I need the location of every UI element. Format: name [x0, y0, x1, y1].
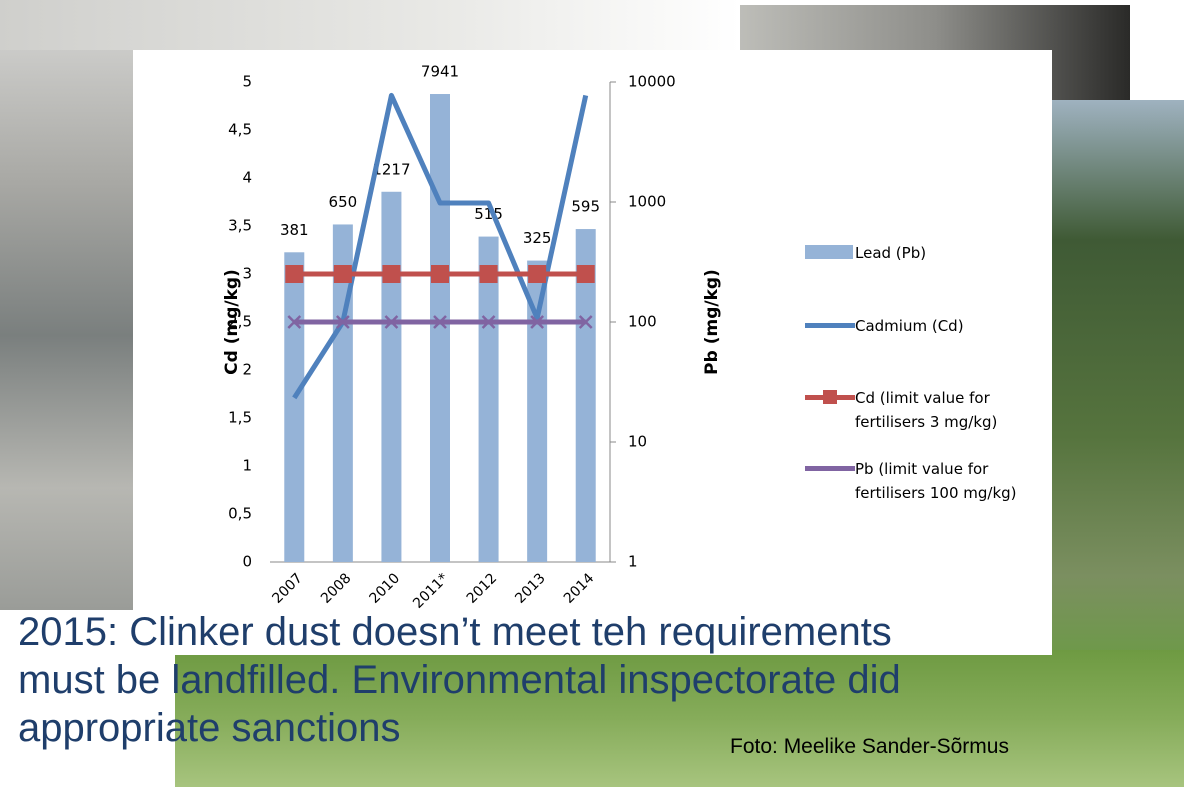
- x-tick-label: 2014: [561, 570, 598, 607]
- x-tick-label: 2008: [318, 570, 355, 607]
- y-tick-label: 0,5: [228, 505, 252, 523]
- y-tick-label: 0: [242, 553, 252, 571]
- y2-tick-label: 1: [628, 553, 638, 571]
- legend-label: Cadmium (Cd): [855, 314, 1025, 338]
- marker: [528, 265, 546, 283]
- bar-value-label: 650: [329, 193, 358, 211]
- legend-swatch: [805, 460, 855, 478]
- marker: [431, 265, 449, 283]
- legend-swatch: [805, 244, 855, 262]
- y-tick-label: 2: [242, 361, 252, 379]
- y2-tick-label: 100: [628, 313, 657, 331]
- slide: Cd (mg/kg) Pb (mg/kg) 00,511,522,533,544…: [0, 0, 1184, 787]
- legend-item: Cd (limit value for fertilisers 3 mg/kg): [805, 389, 1035, 434]
- y2-tick-label: 10: [628, 433, 647, 451]
- y2-tick-label: 10000: [628, 73, 676, 91]
- y-tick-label: 4,5: [228, 121, 252, 139]
- marker: [285, 265, 303, 283]
- legend-swatch: [805, 389, 855, 407]
- marker: [480, 265, 498, 283]
- y-tick-label: 1: [242, 457, 252, 475]
- legend-item: Pb (limit value for fertilisers 100 mg/k…: [805, 460, 1035, 505]
- marker: [577, 265, 595, 283]
- bar: [381, 192, 401, 562]
- caption-line: 2015: Clinker dust doesn’t meet teh requ…: [18, 608, 892, 656]
- legend-label: Cd (limit value for fertilisers 3 mg/kg): [855, 386, 1025, 434]
- caption-line: appropriate sanctions: [18, 704, 400, 752]
- legend-swatch-mark: [805, 466, 855, 471]
- photo-credit: Foto: Meelike Sander-Sõrmus: [730, 735, 1009, 759]
- marker: [382, 265, 400, 283]
- legend-marker: [823, 390, 837, 404]
- x-tick-label: 2012: [464, 570, 501, 607]
- bar-value-label: 381: [280, 221, 309, 239]
- legend-swatch-mark: [805, 323, 855, 328]
- y-tick-label: 2,5: [228, 313, 252, 331]
- x-tick-label: 2007: [269, 570, 306, 607]
- caption-line: must be landfilled. Environmental inspec…: [18, 656, 901, 704]
- bar-value-label: 325: [523, 229, 552, 247]
- legend-item: Lead (Pb): [805, 244, 1035, 265]
- y2-tick-label: 1000: [628, 193, 666, 211]
- bar: [430, 94, 450, 562]
- bar: [479, 237, 499, 562]
- bar: [284, 252, 304, 562]
- y-tick-label: 4: [242, 169, 252, 187]
- legend-label: Pb (limit value for fertilisers 100 mg/k…: [855, 457, 1025, 505]
- marker: [334, 265, 352, 283]
- y-tick-label: 5: [242, 73, 252, 91]
- legend-swatch-mark: [805, 245, 853, 259]
- x-tick-label: 2010: [367, 570, 404, 607]
- y-tick-label: 1,5: [228, 409, 252, 427]
- x-tick-label: 2013: [512, 570, 549, 607]
- legend-item: Cadmium (Cd): [805, 317, 1035, 338]
- y-tick-label: 3,5: [228, 217, 252, 235]
- x-tick-label: 2011*: [410, 570, 451, 611]
- bar-value-label: 595: [571, 198, 600, 216]
- bar-value-label: 7941: [421, 63, 459, 81]
- legend-swatch: [805, 317, 855, 335]
- y2-axis-title: Pb (mg/kg): [702, 269, 722, 375]
- y-tick-label: 3: [242, 265, 252, 283]
- legend-label: Lead (Pb): [855, 241, 1025, 265]
